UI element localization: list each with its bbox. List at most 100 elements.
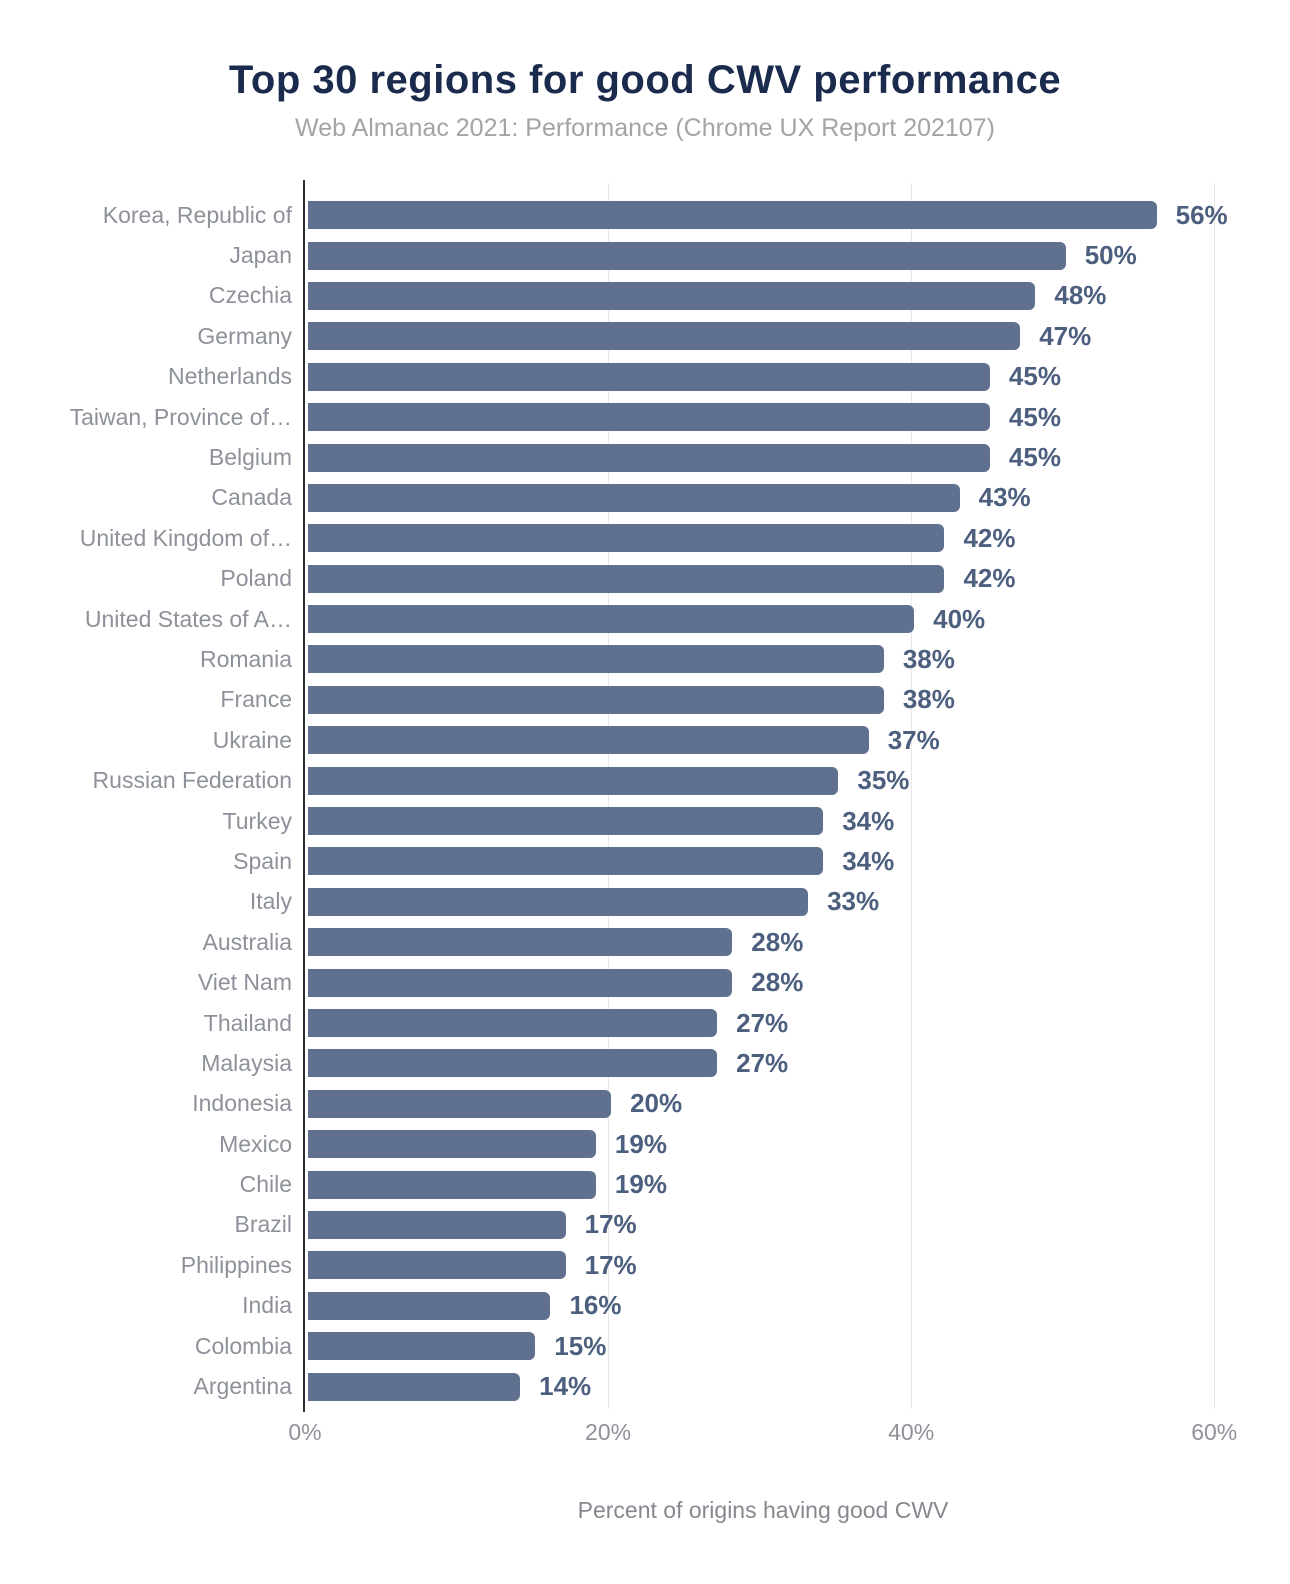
y-axis-line bbox=[303, 180, 305, 1412]
bar[interactable] bbox=[308, 1130, 596, 1159]
bar-row: Viet Nam 28% bbox=[198, 962, 1290, 1002]
plot-area: Korea, Republic of 56% Japan 50% Czechia 48% G… bbox=[70, 180, 1290, 1523]
category-label: Taiwan, Province of… bbox=[69, 403, 292, 430]
bar[interactable] bbox=[308, 483, 960, 512]
gridline bbox=[911, 183, 913, 1409]
category-label: Russian Federation bbox=[92, 767, 292, 794]
value-label: 16% bbox=[569, 1290, 622, 1321]
category-label: United Kingdom of… bbox=[79, 524, 292, 551]
rows-layer: Korea, Republic of 56% Japan 50% Czechia 48% G… bbox=[70, 195, 1290, 1409]
value-label: 45% bbox=[1008, 361, 1061, 392]
bar[interactable] bbox=[308, 281, 1036, 310]
bar[interactable] bbox=[308, 1170, 596, 1199]
bar-row: Ukraine 37% bbox=[213, 720, 1290, 760]
bar-row: Korea, Republic of 56% bbox=[103, 195, 1290, 235]
category-label: Mexico bbox=[219, 1130, 292, 1157]
bar[interactable] bbox=[308, 807, 824, 836]
bar-row: France 38% bbox=[220, 680, 1290, 720]
bar[interactable] bbox=[308, 1251, 566, 1280]
bar[interactable] bbox=[308, 645, 884, 674]
bar-row: Taiwan, Province of… 45% bbox=[70, 397, 1290, 437]
bar[interactable] bbox=[308, 403, 990, 432]
bar[interactable] bbox=[308, 241, 1066, 270]
x-axis-tick: 60% bbox=[1191, 1419, 1238, 1445]
category-label: Germany bbox=[197, 322, 292, 349]
category-label: Spain bbox=[233, 847, 292, 874]
bar[interactable] bbox=[308, 1210, 566, 1239]
bar[interactable] bbox=[308, 524, 945, 553]
bar-row: Brazil 17% bbox=[234, 1205, 1290, 1245]
category-label: Malaysia bbox=[201, 1049, 292, 1076]
category-label: Italy bbox=[249, 888, 292, 915]
bar[interactable] bbox=[308, 322, 1021, 351]
bar-row: India 16% bbox=[242, 1286, 1290, 1326]
value-label: 45% bbox=[1008, 401, 1061, 432]
value-label: 37% bbox=[887, 724, 940, 755]
bar-row: Turkey 34% bbox=[223, 801, 1290, 841]
chart-subtitle: Web Almanac 2021: Performance (Chrome UX… bbox=[295, 114, 995, 142]
category-label: Colombia bbox=[194, 1332, 292, 1359]
bar[interactable] bbox=[308, 443, 990, 472]
value-label: 35% bbox=[857, 765, 910, 796]
bar[interactable] bbox=[308, 1089, 612, 1118]
bar[interactable] bbox=[308, 201, 1157, 230]
bar-row: Argentina 14% bbox=[194, 1366, 1290, 1406]
bar-row: Malaysia 27% bbox=[201, 1043, 1290, 1083]
bar[interactable] bbox=[308, 685, 884, 714]
value-label: 17% bbox=[584, 1249, 637, 1280]
value-label: 27% bbox=[736, 1047, 789, 1078]
bar-row: Czechia 48% bbox=[209, 276, 1290, 316]
value-label: 28% bbox=[751, 926, 804, 957]
category-label: Poland bbox=[220, 565, 292, 592]
bar-row: Canada 43% bbox=[211, 478, 1290, 518]
bar[interactable] bbox=[308, 564, 945, 593]
bar[interactable] bbox=[308, 605, 915, 634]
category-label: France bbox=[220, 686, 292, 713]
category-label: Thailand bbox=[203, 1009, 292, 1036]
bar[interactable] bbox=[308, 847, 824, 876]
bar-row: Belgium 45% bbox=[209, 437, 1290, 477]
bar[interactable] bbox=[308, 928, 733, 957]
value-label: 19% bbox=[614, 1169, 667, 1200]
value-label: 15% bbox=[554, 1330, 607, 1361]
value-label: 43% bbox=[978, 482, 1031, 513]
bar-row: Indonesia 20% bbox=[192, 1084, 1290, 1124]
bar[interactable] bbox=[308, 968, 733, 997]
value-label: 42% bbox=[963, 522, 1016, 553]
bar[interactable] bbox=[308, 1049, 718, 1078]
category-label: Belgium bbox=[208, 444, 292, 471]
bar[interactable] bbox=[308, 766, 839, 795]
grid-layer bbox=[305, 183, 1290, 1409]
category-label: Turkey bbox=[222, 807, 292, 834]
value-label: 50% bbox=[1084, 240, 1137, 271]
bar-row: Spain 34% bbox=[233, 841, 1290, 881]
category-label: Ukraine bbox=[212, 726, 292, 753]
category-label: Australia bbox=[202, 928, 292, 955]
bar[interactable] bbox=[308, 1291, 551, 1320]
category-label: Viet Nam bbox=[197, 969, 292, 996]
bar-row: United States of A… 40% bbox=[85, 599, 1290, 639]
bar[interactable] bbox=[308, 362, 990, 391]
category-label: Chile bbox=[239, 1171, 292, 1198]
bar-row: Romania 38% bbox=[200, 639, 1290, 679]
gridline bbox=[608, 183, 610, 1409]
bar[interactable] bbox=[308, 887, 809, 916]
bar[interactable] bbox=[308, 726, 869, 755]
value-label: 14% bbox=[539, 1371, 592, 1402]
value-label: 38% bbox=[902, 684, 955, 715]
value-label: 19% bbox=[614, 1128, 667, 1159]
bar-row: Poland 42% bbox=[220, 559, 1290, 599]
bar[interactable] bbox=[308, 1332, 536, 1361]
bar[interactable] bbox=[308, 1372, 521, 1401]
bar-row: Netherlands 45% bbox=[168, 357, 1290, 397]
category-label: Argentina bbox=[193, 1373, 292, 1400]
bar-row: Philippines 17% bbox=[181, 1245, 1290, 1285]
bar-row: Italy 33% bbox=[250, 882, 1290, 922]
category-label: Netherlands bbox=[167, 363, 292, 390]
category-label: United States of A… bbox=[84, 605, 292, 632]
category-label: India bbox=[242, 1292, 292, 1319]
bar-row: Colombia 15% bbox=[195, 1326, 1290, 1366]
bar[interactable] bbox=[308, 1009, 718, 1037]
value-label: 34% bbox=[842, 805, 895, 836]
